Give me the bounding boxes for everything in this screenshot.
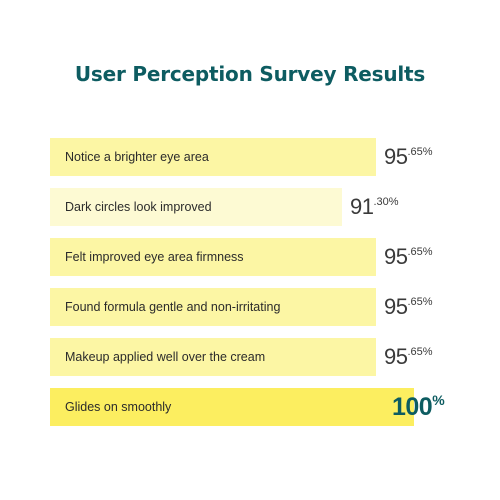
value-label: 95.65% — [384, 344, 433, 369]
bar-label: Notice a brighter eye area — [65, 150, 209, 164]
bar-label: Found formula gentle and non-irritating — [65, 300, 281, 314]
value-label: 95.65% — [384, 244, 433, 269]
bar-label: Dark circles look improved — [65, 200, 212, 214]
value-label: 91.30% — [350, 194, 399, 219]
bar — [50, 388, 414, 426]
bar-label: Glides on smoothly — [65, 400, 172, 414]
value-label: 95.65% — [384, 144, 433, 169]
bar-label: Felt improved eye area firmness — [65, 250, 244, 264]
bar — [50, 188, 342, 226]
bar-label: Makeup applied well over the cream — [65, 350, 266, 364]
value-label: 95.65% — [384, 294, 433, 319]
bar — [50, 338, 376, 376]
value-label: 100% — [392, 392, 445, 421]
bar — [50, 288, 376, 326]
bar — [50, 138, 376, 176]
chart-title: User Perception Survey Results — [74, 62, 426, 86]
bar — [50, 238, 376, 276]
